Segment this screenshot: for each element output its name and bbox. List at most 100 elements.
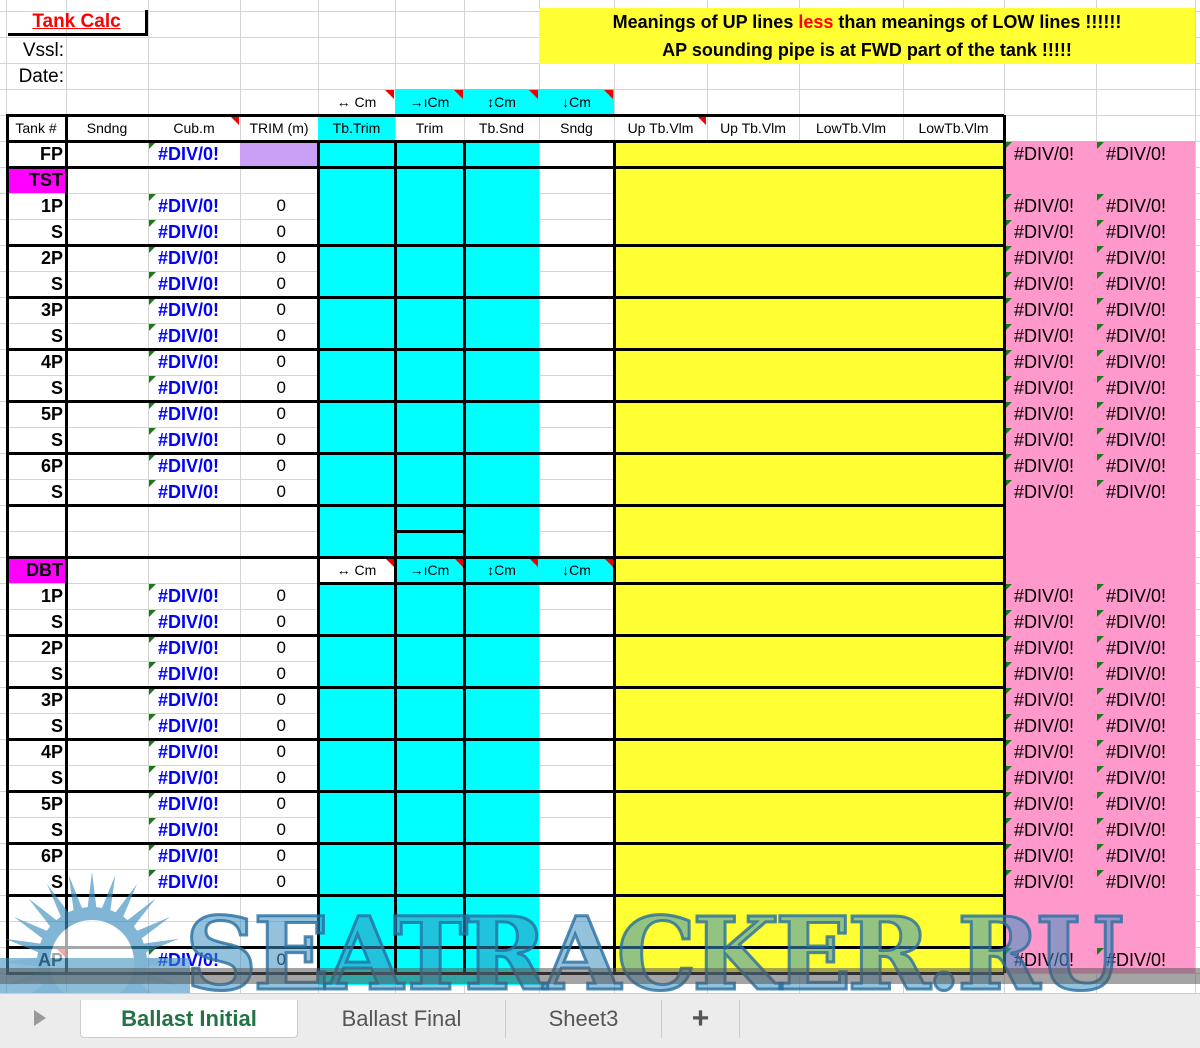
trim-value[interactable]: 0	[276, 742, 286, 761]
cub-value[interactable]: #DIV/0!	[148, 661, 240, 687]
trim-value[interactable]: 0	[276, 638, 286, 657]
cub-value[interactable]: #DIV/0!	[148, 583, 240, 609]
result-value[interactable]: #DIV/0!	[1004, 401, 1096, 427]
trim-value[interactable]: 0	[276, 378, 286, 397]
tab-ballast-initial[interactable]: Ballast Initial	[80, 1000, 298, 1038]
result-value[interactable]: #DIV/0!	[1096, 843, 1195, 869]
trim-value[interactable]: 0	[276, 690, 286, 709]
result-value[interactable]: #DIV/0!	[1096, 687, 1195, 713]
result-value[interactable]: #DIV/0!	[1096, 193, 1195, 219]
result-value[interactable]: #DIV/0!	[1004, 219, 1096, 245]
result-value[interactable]: #DIV/0!	[1096, 219, 1195, 245]
result-value[interactable]: #DIV/0!	[1004, 791, 1096, 817]
result-value[interactable]: #DIV/0!	[1096, 375, 1195, 401]
trim-value[interactable]: 0	[276, 612, 286, 631]
cub-value[interactable]: #DIV/0!	[148, 687, 240, 713]
tab-ballast-final[interactable]: Ballast Final	[298, 1000, 506, 1038]
scroll-left-arrow[interactable]	[34, 1010, 46, 1026]
cub-value[interactable]: #DIV/0!	[148, 739, 240, 765]
cub-value[interactable]: #DIV/0!	[148, 271, 240, 297]
result-value[interactable]: #DIV/0!	[1004, 453, 1096, 479]
result-value[interactable]: #DIV/0!	[1004, 141, 1096, 167]
result-value[interactable]: #DIV/0!	[1096, 401, 1195, 427]
trim-value[interactable]: 0	[276, 352, 286, 371]
trim-value[interactable]: 0	[276, 846, 286, 865]
result-value[interactable]: #DIV/0!	[1004, 323, 1096, 349]
result-value[interactable]: #DIV/0!	[1004, 193, 1096, 219]
trim-value[interactable]: 0	[276, 482, 286, 501]
cub-value[interactable]: #DIV/0!	[148, 193, 240, 219]
result-value[interactable]: #DIV/0!	[1004, 739, 1096, 765]
result-value[interactable]: #DIV/0!	[1004, 609, 1096, 635]
title-cell[interactable]: Tank Calc	[8, 10, 148, 36]
trim-value[interactable]: 0	[276, 222, 286, 241]
trim-value[interactable]: 0	[276, 274, 286, 293]
cub-value[interactable]: #DIV/0!	[148, 323, 240, 349]
cub-value[interactable]: #DIV/0!	[148, 427, 240, 453]
trim-value[interactable]: 0	[276, 404, 286, 423]
cub-value[interactable]: #DIV/0!	[148, 349, 240, 375]
trim-value[interactable]: 0	[276, 430, 286, 449]
cub-value[interactable]: #DIV/0!	[148, 791, 240, 817]
result-value[interactable]: #DIV/0!	[1004, 947, 1096, 973]
result-value[interactable]: #DIV/0!	[1004, 869, 1096, 895]
cub-value[interactable]: #DIV/0!	[148, 817, 240, 843]
cub-value[interactable]: #DIV/0!	[148, 843, 240, 869]
result-value[interactable]: #DIV/0!	[1004, 817, 1096, 843]
result-value[interactable]: #DIV/0!	[1096, 713, 1195, 739]
cub-value[interactable]: #DIV/0!	[148, 297, 240, 323]
result-value[interactable]: #DIV/0!	[1096, 323, 1195, 349]
trim-value[interactable]: 0	[276, 586, 286, 605]
trim-value[interactable]: 0	[276, 196, 286, 215]
trim-value[interactable]: 0	[276, 872, 286, 891]
cub-value[interactable]: #DIV/0!	[148, 765, 240, 791]
trim-value[interactable]: 0	[276, 300, 286, 319]
cub-value[interactable]: #DIV/0!	[148, 245, 240, 271]
result-value[interactable]: #DIV/0!	[1004, 271, 1096, 297]
trim-value[interactable]: 0	[276, 248, 286, 267]
cub-value[interactable]: #DIV/0!	[148, 219, 240, 245]
result-value[interactable]: #DIV/0!	[1004, 635, 1096, 661]
cub-value[interactable]: #DIV/0!	[148, 453, 240, 479]
trim-value[interactable]: 0	[276, 820, 286, 839]
cub-value[interactable]: #DIV/0!	[148, 635, 240, 661]
result-value[interactable]: #DIV/0!	[1096, 947, 1195, 973]
result-value[interactable]: #DIV/0!	[1096, 245, 1195, 271]
result-value[interactable]: #DIV/0!	[1096, 765, 1195, 791]
result-value[interactable]: #DIV/0!	[1004, 479, 1096, 505]
result-value[interactable]: #DIV/0!	[1096, 739, 1195, 765]
cub-value[interactable]: #DIV/0!	[148, 401, 240, 427]
result-value[interactable]: #DIV/0!	[1096, 271, 1195, 297]
result-value[interactable]: #DIV/0!	[1096, 661, 1195, 687]
result-value[interactable]: #DIV/0!	[1096, 453, 1195, 479]
result-value[interactable]: #DIV/0!	[1004, 245, 1096, 271]
horizontal-scrollbar[interactable]	[0, 968, 1200, 984]
tab-sheet3[interactable]: Sheet3	[506, 1000, 662, 1038]
result-value[interactable]: #DIV/0!	[1004, 765, 1096, 791]
trim-value[interactable]: 0	[276, 950, 286, 969]
result-value[interactable]: #DIV/0!	[1096, 609, 1195, 635]
result-value[interactable]: #DIV/0!	[1004, 713, 1096, 739]
cub-value[interactable]: #DIV/0!	[148, 479, 240, 505]
result-value[interactable]: #DIV/0!	[1096, 583, 1195, 609]
result-value[interactable]: #DIV/0!	[1004, 687, 1096, 713]
result-value[interactable]: #DIV/0!	[1004, 427, 1096, 453]
result-value[interactable]: #DIV/0!	[1096, 869, 1195, 895]
result-value[interactable]: #DIV/0!	[1004, 297, 1096, 323]
cub-value[interactable]: #DIV/0!	[148, 869, 240, 895]
trim-value[interactable]: 0	[276, 326, 286, 345]
result-value[interactable]: #DIV/0!	[1096, 427, 1195, 453]
add-sheet-button[interactable]: +	[662, 1000, 740, 1038]
result-value[interactable]: #DIV/0!	[1096, 817, 1195, 843]
trim-value[interactable]: 0	[276, 794, 286, 813]
trim-value[interactable]: 0	[276, 768, 286, 787]
trim-value[interactable]: 0	[276, 456, 286, 475]
result-value[interactable]: #DIV/0!	[1004, 583, 1096, 609]
result-value[interactable]: #DIV/0!	[1004, 375, 1096, 401]
result-value[interactable]: #DIV/0!	[1004, 661, 1096, 687]
trim-value[interactable]: 0	[276, 664, 286, 683]
cub-value[interactable]: #DIV/0!	[148, 713, 240, 739]
result-value[interactable]: #DIV/0!	[1096, 479, 1195, 505]
result-value[interactable]: #DIV/0!	[1096, 635, 1195, 661]
result-value[interactable]: #DIV/0!	[1004, 843, 1096, 869]
